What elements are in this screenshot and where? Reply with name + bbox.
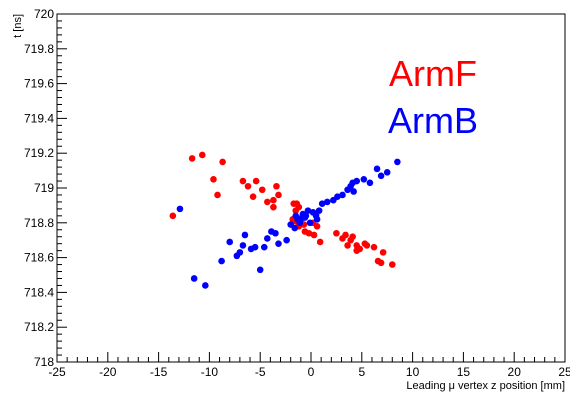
data-point [236,249,244,256]
data-point [323,198,331,206]
y-tick-label: 718 [34,355,54,369]
data-point [188,155,196,162]
data-point [214,191,221,199]
data-point [241,231,249,239]
data-point [291,224,299,232]
plot-frame [56,13,566,363]
data-point [318,200,326,207]
data-point [388,261,396,268]
data-point [275,240,282,247]
data-point [360,176,368,183]
x-tick-label: -20 [99,365,117,379]
data-point [379,249,387,256]
data-point [313,222,321,230]
data-point [310,231,318,239]
data-point [304,207,312,214]
data-point [383,169,391,176]
y-tick-label: 719.4 [24,111,54,125]
data-point [219,158,226,166]
data-point [313,216,321,223]
data-point [306,219,314,227]
y-tick-label: 719 [34,181,54,195]
data-point [244,182,252,190]
data-point [275,191,282,199]
data-point [377,172,385,180]
data-point [333,229,340,237]
y-tick-label: 718.2 [24,320,54,334]
data-point [273,182,280,190]
legend-entry-ArmF: ArmF [389,53,477,94]
x-tick-label: -5 [255,365,266,379]
data-point [283,236,290,244]
data-point [256,266,264,274]
x-tick-label: -25 [48,365,66,379]
data-point [315,207,323,214]
y-tick-label: 719.8 [24,42,54,56]
x-tick-label: -10 [201,365,219,379]
data-point [305,229,313,237]
data-point [176,205,184,213]
data-point [292,212,300,220]
data-point [198,151,206,159]
y-tick-label: 720 [34,7,54,21]
data-point [210,176,217,183]
data-point [226,238,234,246]
x-tick-label: 20 [508,365,522,379]
data-point [356,245,364,253]
y-tick-label: 718.4 [24,285,54,299]
data-point [272,229,279,237]
series-ArmB [176,158,401,289]
data-point [339,191,346,199]
legend-entry-ArmB: ArmB [388,100,478,141]
data-point [252,177,260,185]
data-point [349,233,356,241]
y-tick-label: 718.8 [24,216,54,230]
x-axis-title: Leading μ vertex z position [mm] [406,380,565,392]
x-tick-label: 10 [406,365,420,379]
data-point [239,242,247,249]
data-point [344,242,351,249]
data-point [258,186,266,194]
data-point [202,282,209,289]
x-tick-label: -15 [150,365,168,379]
series-ArmF [169,151,396,268]
data-point [301,214,309,221]
data-point [249,193,257,200]
y-tick-label: 719.6 [24,77,54,91]
data-point [370,243,378,251]
data-point [377,259,385,267]
y-tick-label: 719.2 [24,146,54,160]
data-point [363,242,371,249]
data-point [169,212,177,220]
x-tick-label: 15 [457,365,471,379]
data-point [239,177,247,185]
data-point [342,231,349,239]
data-point [316,238,324,246]
x-tick-label: 25 [558,365,570,379]
data-point [394,158,401,166]
data-point [264,198,271,206]
data-point [334,193,341,200]
x-tick-label: 5 [358,365,365,379]
data-point [373,165,381,173]
data-point [218,257,225,265]
y-tick-label: 718.6 [24,251,54,265]
data-point [366,179,374,187]
data-point [353,177,361,185]
data-point [270,196,277,204]
data-point [350,188,357,195]
data-point [251,243,259,251]
data-point [292,207,300,214]
data-point [260,243,268,251]
data-point [270,203,277,211]
x-tick-label: 0 [308,365,315,379]
y-axis-title: t [ns] [12,14,24,38]
data-point [264,235,271,242]
data-point [190,275,198,282]
